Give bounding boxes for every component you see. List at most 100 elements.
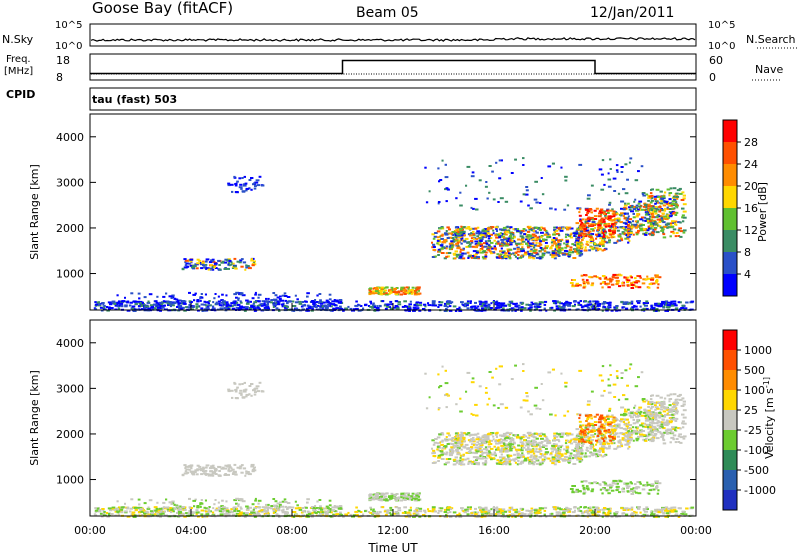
power-cell [120,302,124,305]
power-cell [460,301,464,304]
power-cell [560,166,563,169]
power-cell [493,239,496,242]
power-cell [646,220,650,223]
power-cell [607,225,611,228]
power-cell [487,304,491,307]
power-cell [274,303,278,306]
power-cell [585,234,589,237]
velocity-cell [205,507,208,510]
power-cell [628,235,631,238]
velocity-cell [275,513,279,516]
power-cell [168,295,173,298]
power-cell [547,251,551,254]
velocity-cell [114,510,117,513]
velocity-cell [470,513,474,516]
power-cell [439,179,443,181]
power-cell [590,228,595,231]
power-cell [470,237,474,240]
velocity-cell [173,507,178,510]
power-cell [226,267,230,270]
velocity-cell [498,508,502,511]
power-cell [177,302,182,305]
velocity-cell [520,456,523,459]
power-cell [500,243,504,246]
power-cell [629,157,633,160]
velocity-cell [380,492,385,495]
power-cell [585,305,588,308]
velocity-cell [481,440,485,443]
power-cell [555,232,560,235]
power-cell [189,264,193,267]
power-cell [601,241,605,244]
power-cell [597,233,601,236]
power-cell [331,303,336,306]
power-cell [140,308,145,311]
power-cell [432,246,436,248]
velocity-cell [286,506,291,509]
power-cell [184,300,187,303]
velocity-cell [461,445,465,448]
power-cell [239,292,244,295]
power-cell [310,309,314,312]
power-cell [460,237,464,240]
velocity-cell [645,506,649,509]
velocity-cell [499,450,503,453]
power-cell [232,301,235,304]
velocity-cell [622,509,626,511]
velocity-cell [487,441,491,444]
power-cell [440,234,444,237]
power-cell [540,248,545,251]
power-cell [577,236,581,239]
power-cell [204,293,207,296]
power-cell [438,301,441,303]
power-cell [532,246,536,249]
velocity-cell [254,499,257,502]
power-cell [406,305,410,308]
power-cell [619,226,623,229]
colorbar-segment [723,186,737,208]
power-cell [665,306,670,309]
power-cell [522,193,526,196]
power-cell [626,284,630,287]
power-cell [589,276,594,279]
power-cell [669,212,672,215]
power-cell [525,242,528,245]
velocity-cell [445,453,448,456]
power-cell [281,294,285,297]
power-cell [221,293,224,296]
power-cell [522,228,526,230]
velocity-cell [440,432,444,435]
power-cell [543,247,547,250]
power-cell [318,305,322,308]
velocity-cell [476,436,481,439]
velocity-cell [446,508,450,511]
power-cell [460,239,463,241]
velocity-cell [379,511,382,514]
velocity-cell [479,447,482,450]
power-cell [497,233,500,236]
power-cell [253,187,257,190]
power-cell [499,306,502,309]
power-cell [603,228,606,231]
power-cell [551,241,554,244]
power-cell [599,237,602,240]
power-cell [586,219,591,222]
velocity-cell [436,448,439,451]
power-cell [601,281,605,284]
power-cell [422,308,426,310]
power-cell [393,288,397,291]
noise-right-tick-bottom: 10^0 [708,41,735,52]
power-cell [679,230,684,233]
power-cell [634,226,638,229]
power-cell [308,307,312,309]
velocity-cell [229,389,234,392]
power-cell [205,307,210,310]
power-cell [519,232,523,235]
velocity-cell [466,506,470,509]
velocity-cell [201,467,205,470]
power-cell [528,252,532,255]
velocity-cell [286,508,289,511]
power-cell [596,244,600,247]
velocity-cell [514,515,517,518]
power-cell [436,239,440,242]
